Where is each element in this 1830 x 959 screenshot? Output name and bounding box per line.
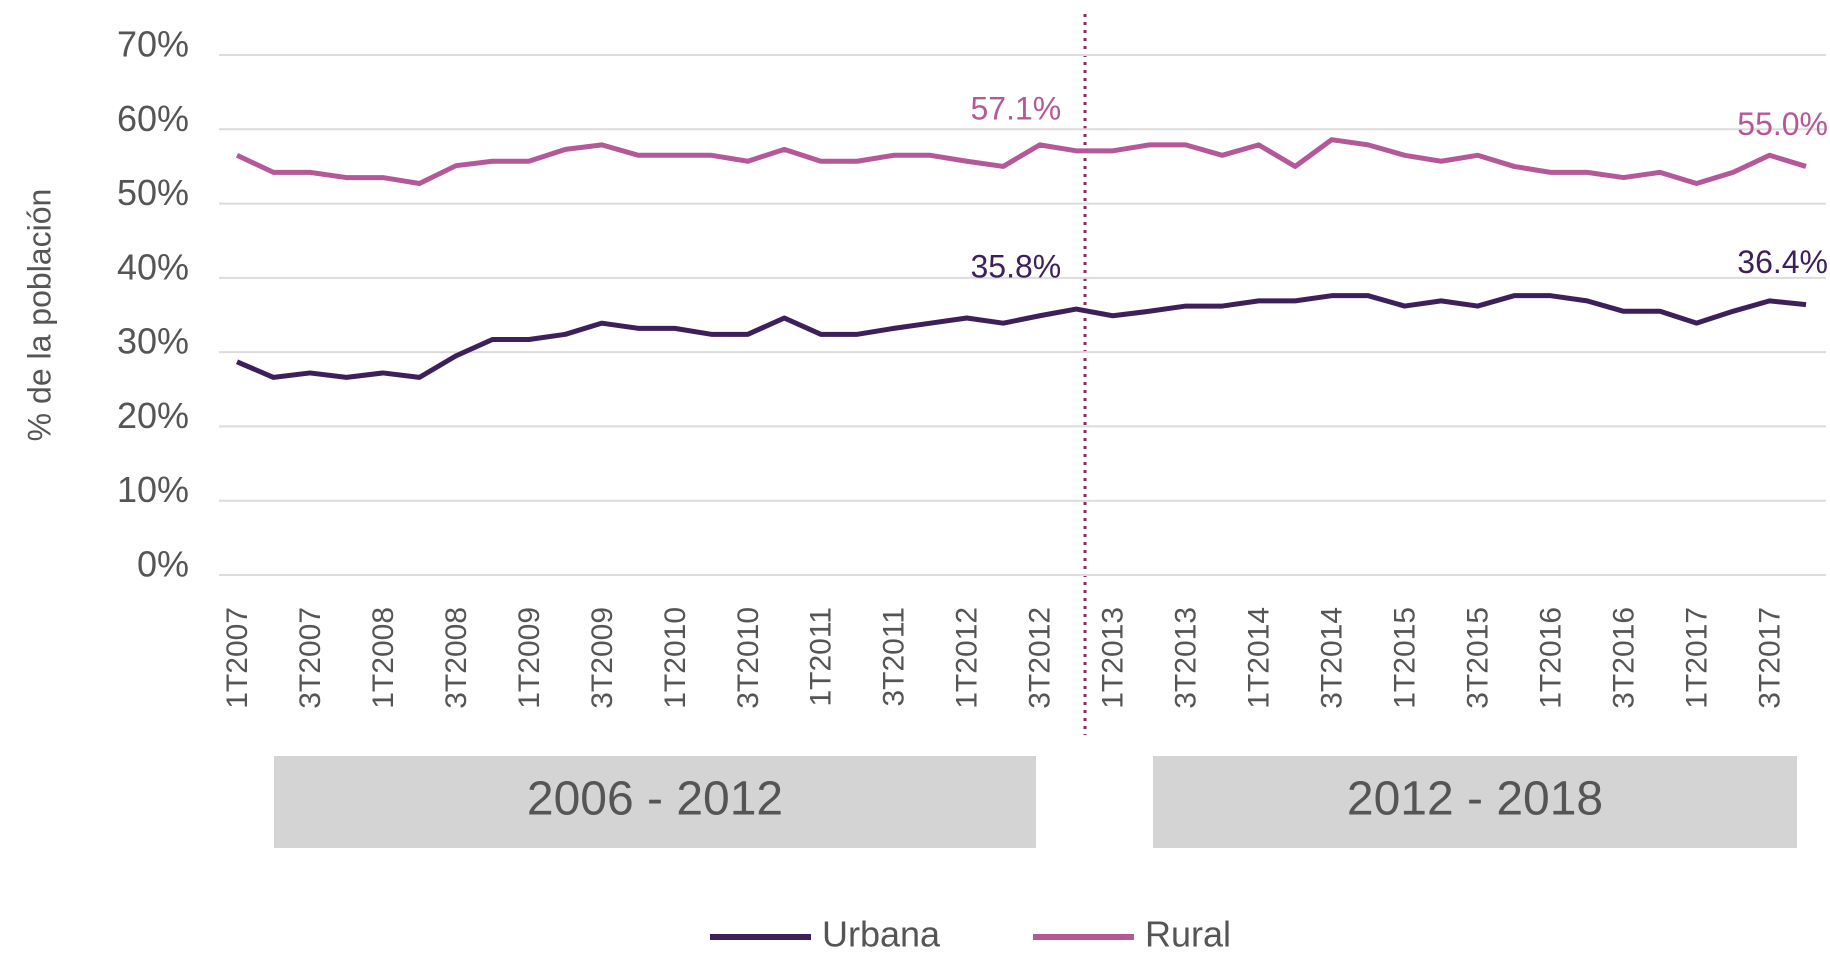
x-tick-label: 1T2008 — [367, 607, 400, 709]
x-tick-label: 3T2009 — [586, 607, 619, 709]
period-band — [1153, 756, 1797, 848]
x-tick-label: 1T2013 — [1097, 607, 1130, 709]
period-label: 2006 - 2012 — [527, 773, 783, 826]
y-tick-label: 0% — [137, 544, 189, 585]
x-tick-label: 3T2014 — [1316, 607, 1349, 709]
y-tick-label: 50% — [117, 172, 189, 213]
x-tick-label: 1T2009 — [513, 607, 546, 709]
legend-label: Urbana — [822, 914, 941, 955]
x-tick-label: 1T2016 — [1535, 607, 1568, 709]
y-tick-label: 10% — [117, 469, 189, 510]
x-tick-label: 1T2017 — [1680, 607, 1713, 709]
series-line — [235, 137, 1807, 187]
x-tick-label: 3T2017 — [1753, 607, 1786, 709]
y-tick-label: 70% — [117, 24, 189, 65]
x-tick-label: 3T2015 — [1462, 607, 1495, 709]
data-label: 35.8% — [970, 249, 1061, 285]
data-label: 36.4% — [1737, 244, 1828, 280]
y-tick-label: 20% — [117, 395, 189, 436]
legend-label: Rural — [1145, 914, 1231, 955]
series-line — [236, 293, 1807, 380]
x-tick-label: 3T2008 — [440, 607, 473, 709]
data-label: 57.1% — [970, 90, 1061, 126]
x-tick-label: 3T2010 — [732, 607, 765, 709]
x-tick-label: 3T2007 — [294, 607, 327, 709]
period-band — [274, 756, 1036, 848]
data-label: 55.0% — [1737, 106, 1828, 142]
y-tick-label: 60% — [117, 98, 189, 139]
x-tick-label: 1T2011 — [805, 607, 838, 707]
x-tick-label: 1T2010 — [659, 607, 692, 709]
x-tick-label: 1T2007 — [221, 607, 254, 709]
x-tick-label: 3T2012 — [1024, 607, 1057, 709]
period-label: 2012 - 2018 — [1347, 773, 1603, 826]
x-tick-label: 1T2015 — [1389, 607, 1422, 709]
y-tick-label: 30% — [117, 321, 189, 362]
y-axis-label: % de la población — [21, 189, 57, 442]
x-tick-label: 3T2013 — [1170, 607, 1203, 709]
x-tick-label: 1T2014 — [1243, 607, 1276, 709]
y-tick-label: 40% — [117, 246, 189, 287]
x-tick-label: 3T2011 — [878, 607, 911, 707]
x-tick-label: 1T2012 — [951, 607, 984, 709]
x-tick-label: 3T2016 — [1607, 607, 1640, 709]
